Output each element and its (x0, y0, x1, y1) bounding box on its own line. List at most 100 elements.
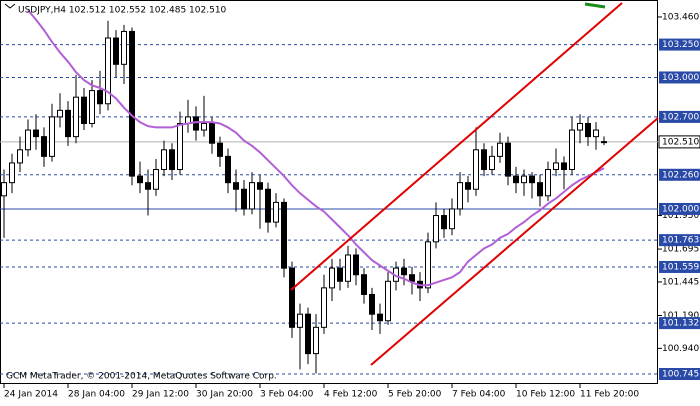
x-tick-label: 3 Feb 04:00 (260, 390, 314, 400)
x-tick-label: 24 Jan 2014 (4, 390, 58, 400)
candle-body (145, 182, 151, 190)
candle-body (401, 267, 407, 276)
candle-body (353, 254, 359, 276)
candle-body (137, 175, 143, 184)
level-label: 102.260 (662, 170, 699, 180)
candle-body (529, 175, 535, 184)
channel-lower (370, 117, 659, 366)
candle-body (377, 313, 383, 322)
current-price-label: 102.510 (662, 137, 699, 147)
candle-body (65, 109, 71, 138)
level-box (659, 260, 700, 273)
y-tick-label: 101.445 (662, 277, 699, 287)
x-tick-label: 10 Feb 12:00 (516, 390, 575, 400)
candle-body (585, 122, 591, 138)
object-mark (584, 2, 606, 9)
candle-body (113, 37, 119, 65)
candle-body (73, 96, 79, 138)
candle-body (337, 267, 343, 282)
x-tick-label: 28 Jan 04:00 (68, 390, 125, 400)
candle-body (385, 280, 391, 322)
y-tick-label: 101.950 (662, 211, 699, 221)
level-label: 101.132 (662, 319, 699, 329)
x-tick-label: 30 Jan 20:00 (196, 390, 253, 400)
level-box (659, 234, 700, 247)
candle-body (369, 293, 375, 315)
y-tick-label: 103.460 (662, 12, 699, 22)
x-tick-label: 5 Feb 20:00 (388, 390, 442, 400)
candle-body (33, 129, 39, 138)
candle-body (17, 149, 23, 164)
candle-body (537, 182, 543, 197)
level-label: 103.000 (662, 73, 699, 83)
candle-body (545, 169, 551, 197)
candle-body (49, 116, 55, 157)
candle-body (1, 182, 7, 197)
candle-body (345, 254, 351, 282)
candle-body (57, 109, 63, 118)
level-label: 102.700 (662, 112, 699, 122)
candle-body (329, 267, 335, 289)
candle-body (361, 274, 367, 295)
candle-body (601, 141, 607, 144)
level-box (659, 368, 700, 381)
candle-body (201, 122, 207, 131)
candle-body (305, 313, 311, 355)
level-label: 102.000 (662, 204, 699, 214)
level-box (659, 317, 700, 330)
level-box (659, 202, 700, 215)
candle-body (521, 175, 527, 184)
candle-body (513, 175, 519, 184)
candle-body (225, 155, 231, 184)
candle-body (265, 188, 271, 223)
candle-body (553, 162, 559, 171)
candle-body (481, 149, 487, 171)
candle-body (281, 201, 287, 269)
x-tick-label: 29 Jan 12:00 (132, 390, 189, 400)
candle-body (433, 215, 439, 243)
candle-body (121, 30, 127, 65)
moving-average (27, 9, 605, 287)
candle-body (409, 274, 415, 282)
candle-body (561, 162, 567, 171)
header-icon (4, 3, 16, 9)
candle-body (569, 129, 575, 171)
current-price-box (658, 135, 700, 149)
candle-body (81, 96, 87, 124)
channel-upper (290, 2, 623, 291)
candle-body (193, 116, 199, 131)
candle-body (241, 188, 247, 210)
candle-body (313, 326, 319, 355)
level-box (659, 38, 700, 51)
footer: GCM MetaTrader, © 2001-2014, MetaQuotes … (6, 372, 277, 382)
y-tick-label: 100.940 (662, 344, 699, 354)
candle-body (25, 129, 31, 151)
candle-body (9, 162, 15, 184)
candle-body (41, 136, 47, 157)
candle-body (161, 149, 167, 171)
candle-body (177, 122, 183, 171)
candle-body (489, 155, 495, 171)
level-label: 101.559 (662, 262, 699, 272)
candle-body (105, 37, 111, 105)
level-label: 101.763 (662, 236, 699, 246)
x-tick-label: 11 Feb 20:00 (580, 390, 639, 400)
candle-body (97, 90, 103, 105)
y-tick-label: 101.190 (662, 311, 699, 321)
candle-body (233, 182, 239, 190)
candle-body (473, 149, 479, 190)
candle-body (441, 215, 447, 230)
candle-body (257, 182, 263, 190)
candle-body (129, 30, 135, 177)
candle-body (497, 142, 503, 157)
candle-body (209, 122, 215, 144)
candle-body (425, 241, 431, 289)
candle-body (153, 169, 159, 190)
candle-body (577, 122, 583, 131)
candle-body (289, 267, 295, 328)
candle-body (449, 208, 455, 230)
candle-body (273, 201, 279, 223)
candle-body (169, 149, 175, 171)
level-box (659, 71, 700, 84)
level-box (659, 168, 700, 181)
